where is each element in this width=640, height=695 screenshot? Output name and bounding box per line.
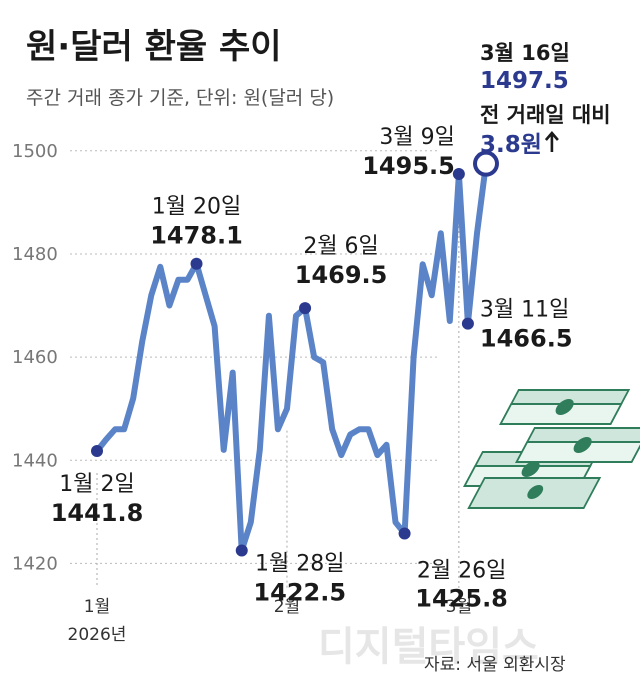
y-tick-label: 1500 xyxy=(12,141,58,162)
annotation-point xyxy=(398,527,411,540)
annotation-date: 1월 2일 xyxy=(59,472,134,497)
annotation-value: 1495.5 xyxy=(362,152,455,180)
x-year-label: 2026년 xyxy=(68,625,127,645)
chart-title: 원·달러 환율 추이 xyxy=(26,27,282,67)
chart-subtitle: 주간 거래 종가 기준, 단위: 원(달러 당) xyxy=(26,87,334,109)
annotation-point xyxy=(461,317,474,330)
annotation-date: 3월 11일 xyxy=(480,298,569,323)
highlight-callout: 3월 16일 1497.5 전 거래일 대비 3.8원 xyxy=(473,41,611,177)
y-gridlines xyxy=(70,150,440,564)
annotation-value: 1478.1 xyxy=(150,222,243,250)
watermark: 디지털타임스 xyxy=(318,624,539,670)
annotation-date: 3월 9일 xyxy=(379,125,454,150)
annotation-point xyxy=(91,444,103,457)
x-month-label: 2월 xyxy=(274,597,300,617)
annotation-value: 1466.5 xyxy=(480,325,573,353)
highlight-date: 3월 16일 xyxy=(480,41,570,65)
annotation-value: 1441.8 xyxy=(51,499,144,527)
highlight-value: 1497.5 xyxy=(480,68,569,94)
annotation-date: 1월 28일 xyxy=(255,552,344,577)
highlight-change-label: 전 거래일 대비 xyxy=(480,103,611,127)
x-month-labels: 1월 2026년 2월 3월 xyxy=(68,196,472,645)
annotation-point xyxy=(299,302,312,315)
annotation-point xyxy=(190,257,203,270)
annotation-point xyxy=(235,544,248,557)
annotation-value: 1425.8 xyxy=(415,585,508,613)
y-tick-label: 1420 xyxy=(12,553,58,574)
y-tick-label: 1480 xyxy=(12,244,58,265)
money-stack-illustration xyxy=(463,389,640,509)
series-line xyxy=(94,160,489,554)
annotation-points xyxy=(91,168,474,557)
x-month-label: 1월 xyxy=(84,597,110,617)
annotation-point xyxy=(452,168,465,180)
source-note: 자료: 서울 외환시장 xyxy=(424,655,566,675)
y-tick-label: 1440 xyxy=(12,450,58,471)
y-tick-labels: 1420 1440 1460 1480 1500 xyxy=(12,141,58,575)
annotation-value: 1422.5 xyxy=(253,579,346,607)
annotation-value: 1469.5 xyxy=(295,261,388,289)
highlight-change-value: 3.8원 xyxy=(480,132,542,158)
annotation-date: 1월 20일 xyxy=(152,195,241,220)
x-month-label: 3월 xyxy=(446,597,472,617)
y-tick-label: 1460 xyxy=(12,347,58,368)
annotation-date: 2월 26일 xyxy=(417,559,506,584)
up-arrow-icon xyxy=(544,131,559,152)
annotation-date: 2월 6일 xyxy=(303,234,378,259)
highlight-point xyxy=(473,150,499,177)
series-line-group xyxy=(94,160,489,554)
